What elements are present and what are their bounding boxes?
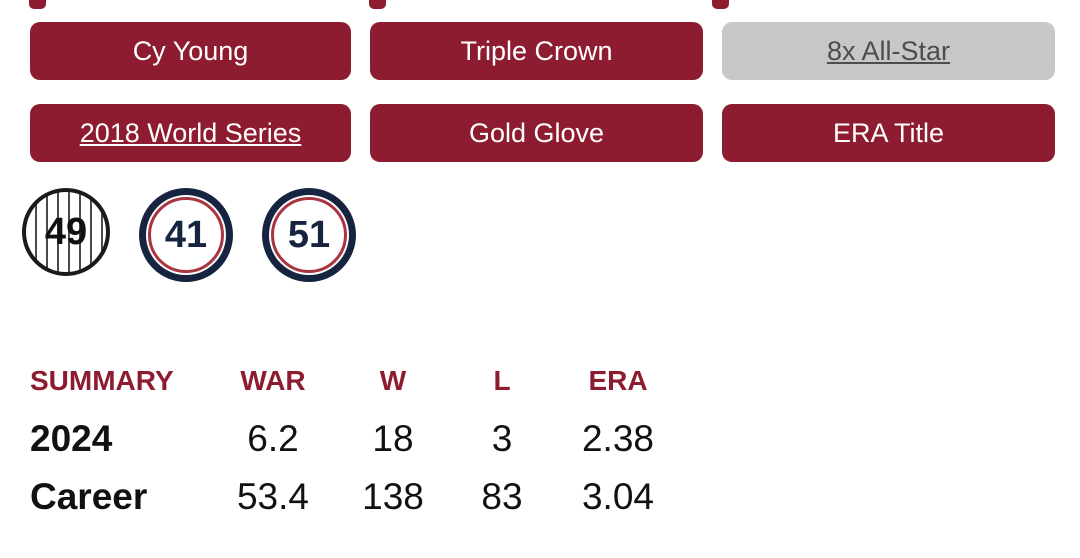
award-button-world-series[interactable]: 2018 World Series	[30, 104, 351, 162]
summary-stats-table: SUMMARY WAR W L ERA 2024 6.2 18 3 2.38 C…	[30, 352, 684, 526]
stat-war-2024: 6.2	[247, 418, 299, 459]
stat-l-2024: 3	[491, 418, 513, 459]
award-label: Gold Glove	[468, 117, 605, 148]
award-label: Cy Young	[132, 35, 249, 66]
stat-war-career: 53.4	[236, 476, 309, 517]
award-label: Triple Crown	[460, 35, 613, 66]
stat-l-career: 83	[481, 476, 523, 517]
summary-header-w: W	[379, 365, 407, 396]
award-button-triple-crown[interactable]: Triple Crown	[370, 22, 703, 80]
stat-era-2024: 2.38	[581, 418, 654, 459]
cropped-button-remnant	[369, 0, 386, 9]
award-label: 8x All-Star	[826, 35, 951, 66]
summary-header-era: ERA	[588, 365, 648, 396]
stat-era-career: 3.04	[581, 476, 654, 517]
summary-row-label: Career	[30, 476, 148, 517]
award-label: 2018 World Series	[79, 117, 302, 148]
retired-number-badge-49: 49	[22, 188, 110, 276]
award-button-cy-young[interactable]: Cy Young	[30, 22, 351, 80]
retired-number-badge-41: 41	[139, 188, 233, 282]
award-button-era-title[interactable]: ERA Title	[722, 104, 1055, 162]
summary-header-war: WAR	[240, 365, 306, 396]
retired-number-badge-51: 51	[262, 188, 356, 282]
stat-w-career: 138	[362, 476, 424, 517]
retired-number-text: 49	[44, 210, 88, 253]
stat-w-2024: 18	[372, 418, 414, 459]
award-buttons-grid: Cy Young Triple Crown 8x All-Star 2018 W…	[30, 22, 1055, 162]
summary-header-summary: SUMMARY	[30, 365, 174, 396]
cropped-button-remnant	[29, 0, 46, 9]
retired-number-badges: 49 41 51	[22, 188, 356, 282]
cropped-button-remnant	[712, 0, 729, 9]
award-button-gold-glove[interactable]: Gold Glove	[370, 104, 703, 162]
retired-number-text: 51	[287, 213, 331, 256]
award-label: ERA Title	[832, 117, 945, 148]
summary-header-l: L	[493, 365, 511, 396]
retired-number-text: 41	[164, 213, 208, 256]
award-button-all-star[interactable]: 8x All-Star	[722, 22, 1055, 80]
summary-row-label: 2024	[30, 418, 113, 459]
